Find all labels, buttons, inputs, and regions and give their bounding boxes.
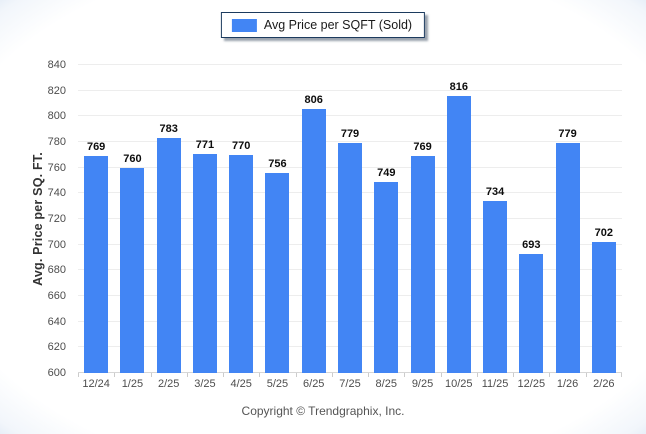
- y-tick-label: 740: [47, 187, 66, 200]
- x-axis-tick: [114, 373, 116, 377]
- copyright: Copyright © Trendgraphix, Inc.: [241, 404, 405, 418]
- y-tick-label: 780: [47, 136, 66, 148]
- y-tick-label: 840: [47, 59, 66, 71]
- x-axis-tick: [549, 373, 551, 377]
- bar: [84, 156, 109, 373]
- bar-value-label: 756: [268, 157, 287, 170]
- x-tick-label: 2/26: [593, 378, 615, 390]
- x-tick-label: 9/25: [411, 378, 434, 390]
- bar: [301, 108, 326, 373]
- bar-value-label: 702: [594, 227, 614, 240]
- bar: [265, 172, 290, 373]
- bar-value-label: 806: [304, 93, 323, 106]
- x-tick-label: 12/25: [517, 378, 546, 390]
- bar-value-label: 749: [377, 166, 396, 179]
- x-axis-tick: [78, 373, 79, 377]
- x-axis-tick: [585, 373, 587, 377]
- x-axis-tick: [476, 373, 478, 377]
- y-tick-label: 700: [47, 238, 66, 251]
- y-tick-label: 620: [47, 341, 66, 354]
- bar-value-label: 779: [558, 128, 577, 141]
- bar-value-label: 783: [159, 123, 178, 136]
- y-tick-label: 660: [47, 290, 66, 302]
- legend-label: Avg Price per SQFT (Sold): [263, 18, 413, 32]
- bar: [555, 143, 580, 373]
- y-tick-label: 720: [47, 213, 66, 225]
- bar: [374, 181, 399, 373]
- x-tick-label: 6/25: [303, 378, 325, 390]
- x-tick-label: 10/25: [445, 378, 473, 390]
- bar: [446, 95, 471, 373]
- x-tick-label: 3/25: [194, 378, 216, 390]
- bar-value-label: 760: [123, 152, 142, 165]
- x-axis-tick: [513, 373, 515, 377]
- gridline: [78, 64, 622, 65]
- bar: [591, 242, 616, 373]
- x-tick-label: 12/24: [82, 378, 110, 390]
- x-tick-label: 2/25: [157, 378, 180, 390]
- x-axis-tick: [295, 373, 297, 377]
- x-axis-tick: [440, 373, 442, 377]
- bar-value-label: 769: [86, 141, 106, 154]
- x-tick-label: 1/25: [121, 378, 144, 390]
- bar: [338, 143, 362, 373]
- bar: [229, 154, 254, 373]
- bar-value-label: 769: [413, 141, 432, 154]
- bar: [483, 201, 508, 373]
- bar-value-label: 734: [485, 186, 505, 199]
- plot-area: 769 760 783 771 770 756 806 779 749 769 816 734 693 7…: [78, 64, 622, 377]
- x-axis-tick: [223, 373, 225, 377]
- bar-value-label: 779: [340, 128, 360, 141]
- x-axis-tick: [186, 373, 188, 377]
- y-tick-label: 800: [47, 110, 66, 123]
- bar-value-label: 816: [449, 80, 468, 93]
- x-tick-label: 5/25: [266, 378, 289, 390]
- x-tick-label: 1/26: [556, 378, 579, 390]
- x-axis-tick: [621, 373, 622, 377]
- x-tick-label: 11/25: [481, 378, 509, 390]
- gridline: [78, 141, 622, 142]
- gridline: [78, 115, 622, 117]
- bar: [519, 253, 544, 373]
- x-tick-label: 7/25: [339, 378, 361, 390]
- bar: [410, 156, 435, 373]
- x-axis-tick: [150, 373, 152, 377]
- x-tick-label: 4/25: [230, 378, 252, 390]
- y-tick-label: 640: [47, 315, 66, 328]
- y-tick-label: 760: [47, 161, 66, 174]
- y-tick-label: 680: [47, 264, 66, 277]
- y-axis-labels: 600 620 640 660 680 700 720 740 760 780 800 820 840: [0, 59, 72, 379]
- bar: [192, 153, 217, 373]
- y-tick-label: 820: [47, 84, 66, 97]
- bar-value-label: 693: [522, 238, 541, 251]
- bar-value-label: 770: [232, 139, 251, 152]
- x-tick-label: 8/25: [375, 378, 397, 390]
- x-axis-tick: [404, 373, 406, 377]
- bar-value-label: 771: [195, 138, 215, 151]
- y-tick-label: 600: [47, 367, 66, 379]
- x-axis-tick: [368, 373, 370, 377]
- gridline: [78, 89, 622, 91]
- x-axis-labels: 12/24 1/25 2/25 3/25 4/25 5/25 6/25 7/25 8/25 9/2…: [78, 378, 622, 390]
- bar: [120, 167, 145, 373]
- x-axis-tick: [259, 373, 261, 377]
- legend-swatch-icon: [231, 18, 257, 32]
- legend: Avg Price per SQFT (Sold): [220, 12, 426, 38]
- bar: [156, 138, 181, 373]
- x-axis-tick: [331, 373, 333, 377]
